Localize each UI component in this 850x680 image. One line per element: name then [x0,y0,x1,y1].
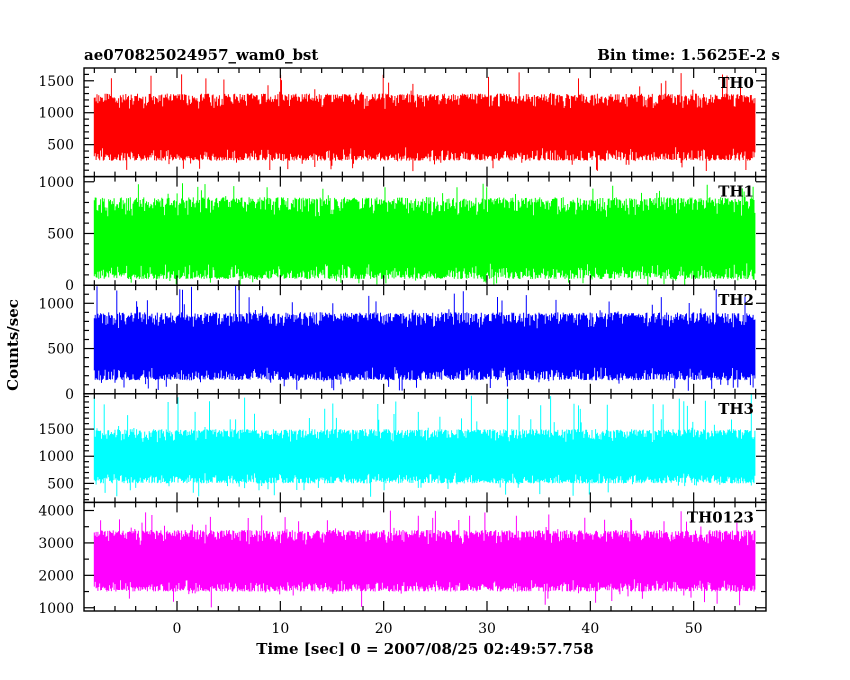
x-axis-label: Time [sec] 0 = 2007/08/25 02:49:57.758 [256,640,593,658]
x-tick-label: 50 [685,621,703,637]
panel-label: TH3 [718,400,754,418]
panel-th1: 0 500 1000 TH1 [38,175,767,294]
series-th2 [93,285,756,391]
y-tick-label: 1000 [38,175,74,191]
x-tick-label: 10 [271,621,289,637]
y-tick-label: 500 [47,226,74,242]
y-tick-label: 1000 [38,106,74,122]
series-th3 [93,394,756,497]
y-tick-label: 0 [65,278,74,294]
panel-label: TH0123 [687,508,754,526]
y-tick-label: 1000 [38,601,74,617]
x-axis: 0 10 20 30 40 50 [173,621,703,637]
y-tick-label: 1500 [38,422,74,438]
chart-title-right: Bin time: 1.5625E-2 s [597,46,780,64]
chart-title-left: ae070825024957_wam0_bst [84,46,318,64]
x-tick-label: 30 [478,621,496,637]
panel-th0: 500 1000 1500 TH0 [38,67,767,178]
x-tick-label: 0 [173,621,182,637]
y-tick-label: 1500 [38,74,74,90]
x-tick-label: 40 [581,621,599,637]
panel-th3: 500 1000 1500 TH3 [38,393,767,504]
y-tick-label: 0 [65,387,74,403]
y-tick-label: 4000 [38,504,74,520]
y-tick-label: 500 [47,342,74,358]
y-tick-label: 1000 [38,449,74,465]
panels: 500 1000 1500 TH0 0 500 1000 TH1 0 500 1000 TH2 500 1… [38,67,767,617]
series-th1 [93,183,756,286]
y-tick-label: 500 [47,476,74,492]
panel-label: TH0 [718,74,754,92]
panel-label: TH1 [718,183,754,201]
panel-th2: 0 500 1000 TH2 [38,284,767,403]
y-tick-label: 2000 [38,568,74,584]
y-tick-label: 500 [47,138,74,154]
x-tick-label: 20 [375,621,393,637]
y-tick-label: 1000 [38,296,74,312]
panel-th0123: 1000 2000 3000 4000 TH0123 [38,501,767,617]
panel-label: TH2 [718,291,754,309]
y-axis-label: Counts/sec [4,299,22,391]
series-th0 [93,72,756,172]
series-th0123 [93,510,756,608]
y-tick-label: 3000 [38,536,74,552]
